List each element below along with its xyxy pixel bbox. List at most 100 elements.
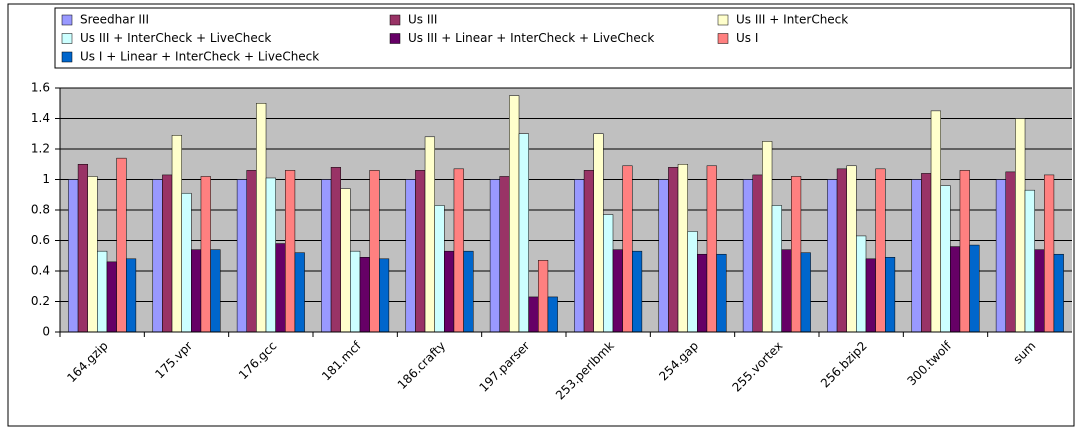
bar [911,179,922,333]
bar [340,188,351,333]
bar [716,253,727,333]
y-tick-label: 0.8 [31,203,50,217]
bar [921,173,932,333]
bar [444,250,455,333]
bar [321,179,332,333]
bar [191,249,202,333]
bar [126,258,137,333]
legend-label: Us III + Linear + InterCheck + LiveCheck [408,31,654,45]
bar [959,170,970,333]
legend-label: Us I [736,31,758,45]
bar [256,103,267,333]
bar [330,167,341,333]
bar [846,165,857,333]
bar [116,157,127,333]
bar [1024,189,1035,333]
y-tick-label: 1.6 [31,81,50,95]
y-tick-label: 0.2 [31,294,50,308]
bar [285,170,296,333]
legend-box [54,7,1072,69]
bar [68,179,79,333]
bar [574,179,585,333]
bar [379,258,390,333]
bar [547,296,558,333]
bar [865,258,876,333]
bar [106,261,117,333]
bar [77,164,88,333]
bar [499,176,510,333]
bar [275,243,286,333]
bar [424,136,435,333]
bar [593,133,604,333]
legend-swatch [61,14,73,26]
bar [87,176,98,333]
bar [658,179,669,333]
bar [369,170,380,333]
bar [940,185,951,333]
bar [930,110,941,333]
bar [518,133,529,333]
bar [1044,174,1055,333]
bar [405,179,416,333]
bar [1053,253,1064,333]
bar [697,253,708,333]
legend-label: Us III + InterCheck [736,13,848,27]
bar [583,170,594,333]
bar [1015,118,1026,333]
bar [1034,249,1045,333]
bar [742,179,753,333]
bar [632,250,643,333]
bar [509,95,520,333]
legend-label: Us III [408,13,437,27]
bar [687,231,698,333]
legend-label: Sreedhar III [80,13,149,27]
bar [152,179,163,333]
bar [528,296,539,333]
y-tick-label: 1.2 [31,142,50,156]
legend-swatch [717,14,729,26]
bar [612,249,623,333]
bar [875,168,886,333]
bar [246,170,257,333]
bar [463,250,474,333]
bar [265,177,276,333]
bar [97,250,108,333]
bar [434,205,445,333]
bar [752,174,763,333]
bar [162,174,173,333]
bar [995,179,1006,333]
bar [1005,171,1016,333]
bar [622,165,633,333]
bar [538,260,549,333]
bar [791,176,802,333]
bar [781,249,792,333]
bar [856,235,867,333]
y-tick-label: 0.4 [31,264,50,278]
y-tick-label: 0.6 [31,233,50,247]
bar [800,252,811,333]
legend-swatch [61,33,73,44]
bar [236,179,247,333]
bar [603,214,614,333]
bar [969,244,980,333]
bar [200,176,211,333]
legend-swatch [61,51,73,63]
bar [359,257,370,333]
bar [771,205,782,333]
legend-swatch [717,33,729,44]
y-tick-label: 1.4 [31,111,50,125]
legend-swatch [389,33,401,44]
legend-label: Us I + Linear + InterCheck + LiveCheck [80,50,319,64]
bar [885,257,896,333]
legend-swatch [389,14,401,26]
y-tick-label: 1 [42,172,50,186]
legend-label: Us III + InterCheck + LiveCheck [80,31,271,45]
bar [489,179,500,333]
bar [294,252,305,333]
bar [762,141,773,333]
bar [836,168,847,333]
bar [950,246,961,333]
bar [350,250,361,333]
bar [181,192,192,333]
